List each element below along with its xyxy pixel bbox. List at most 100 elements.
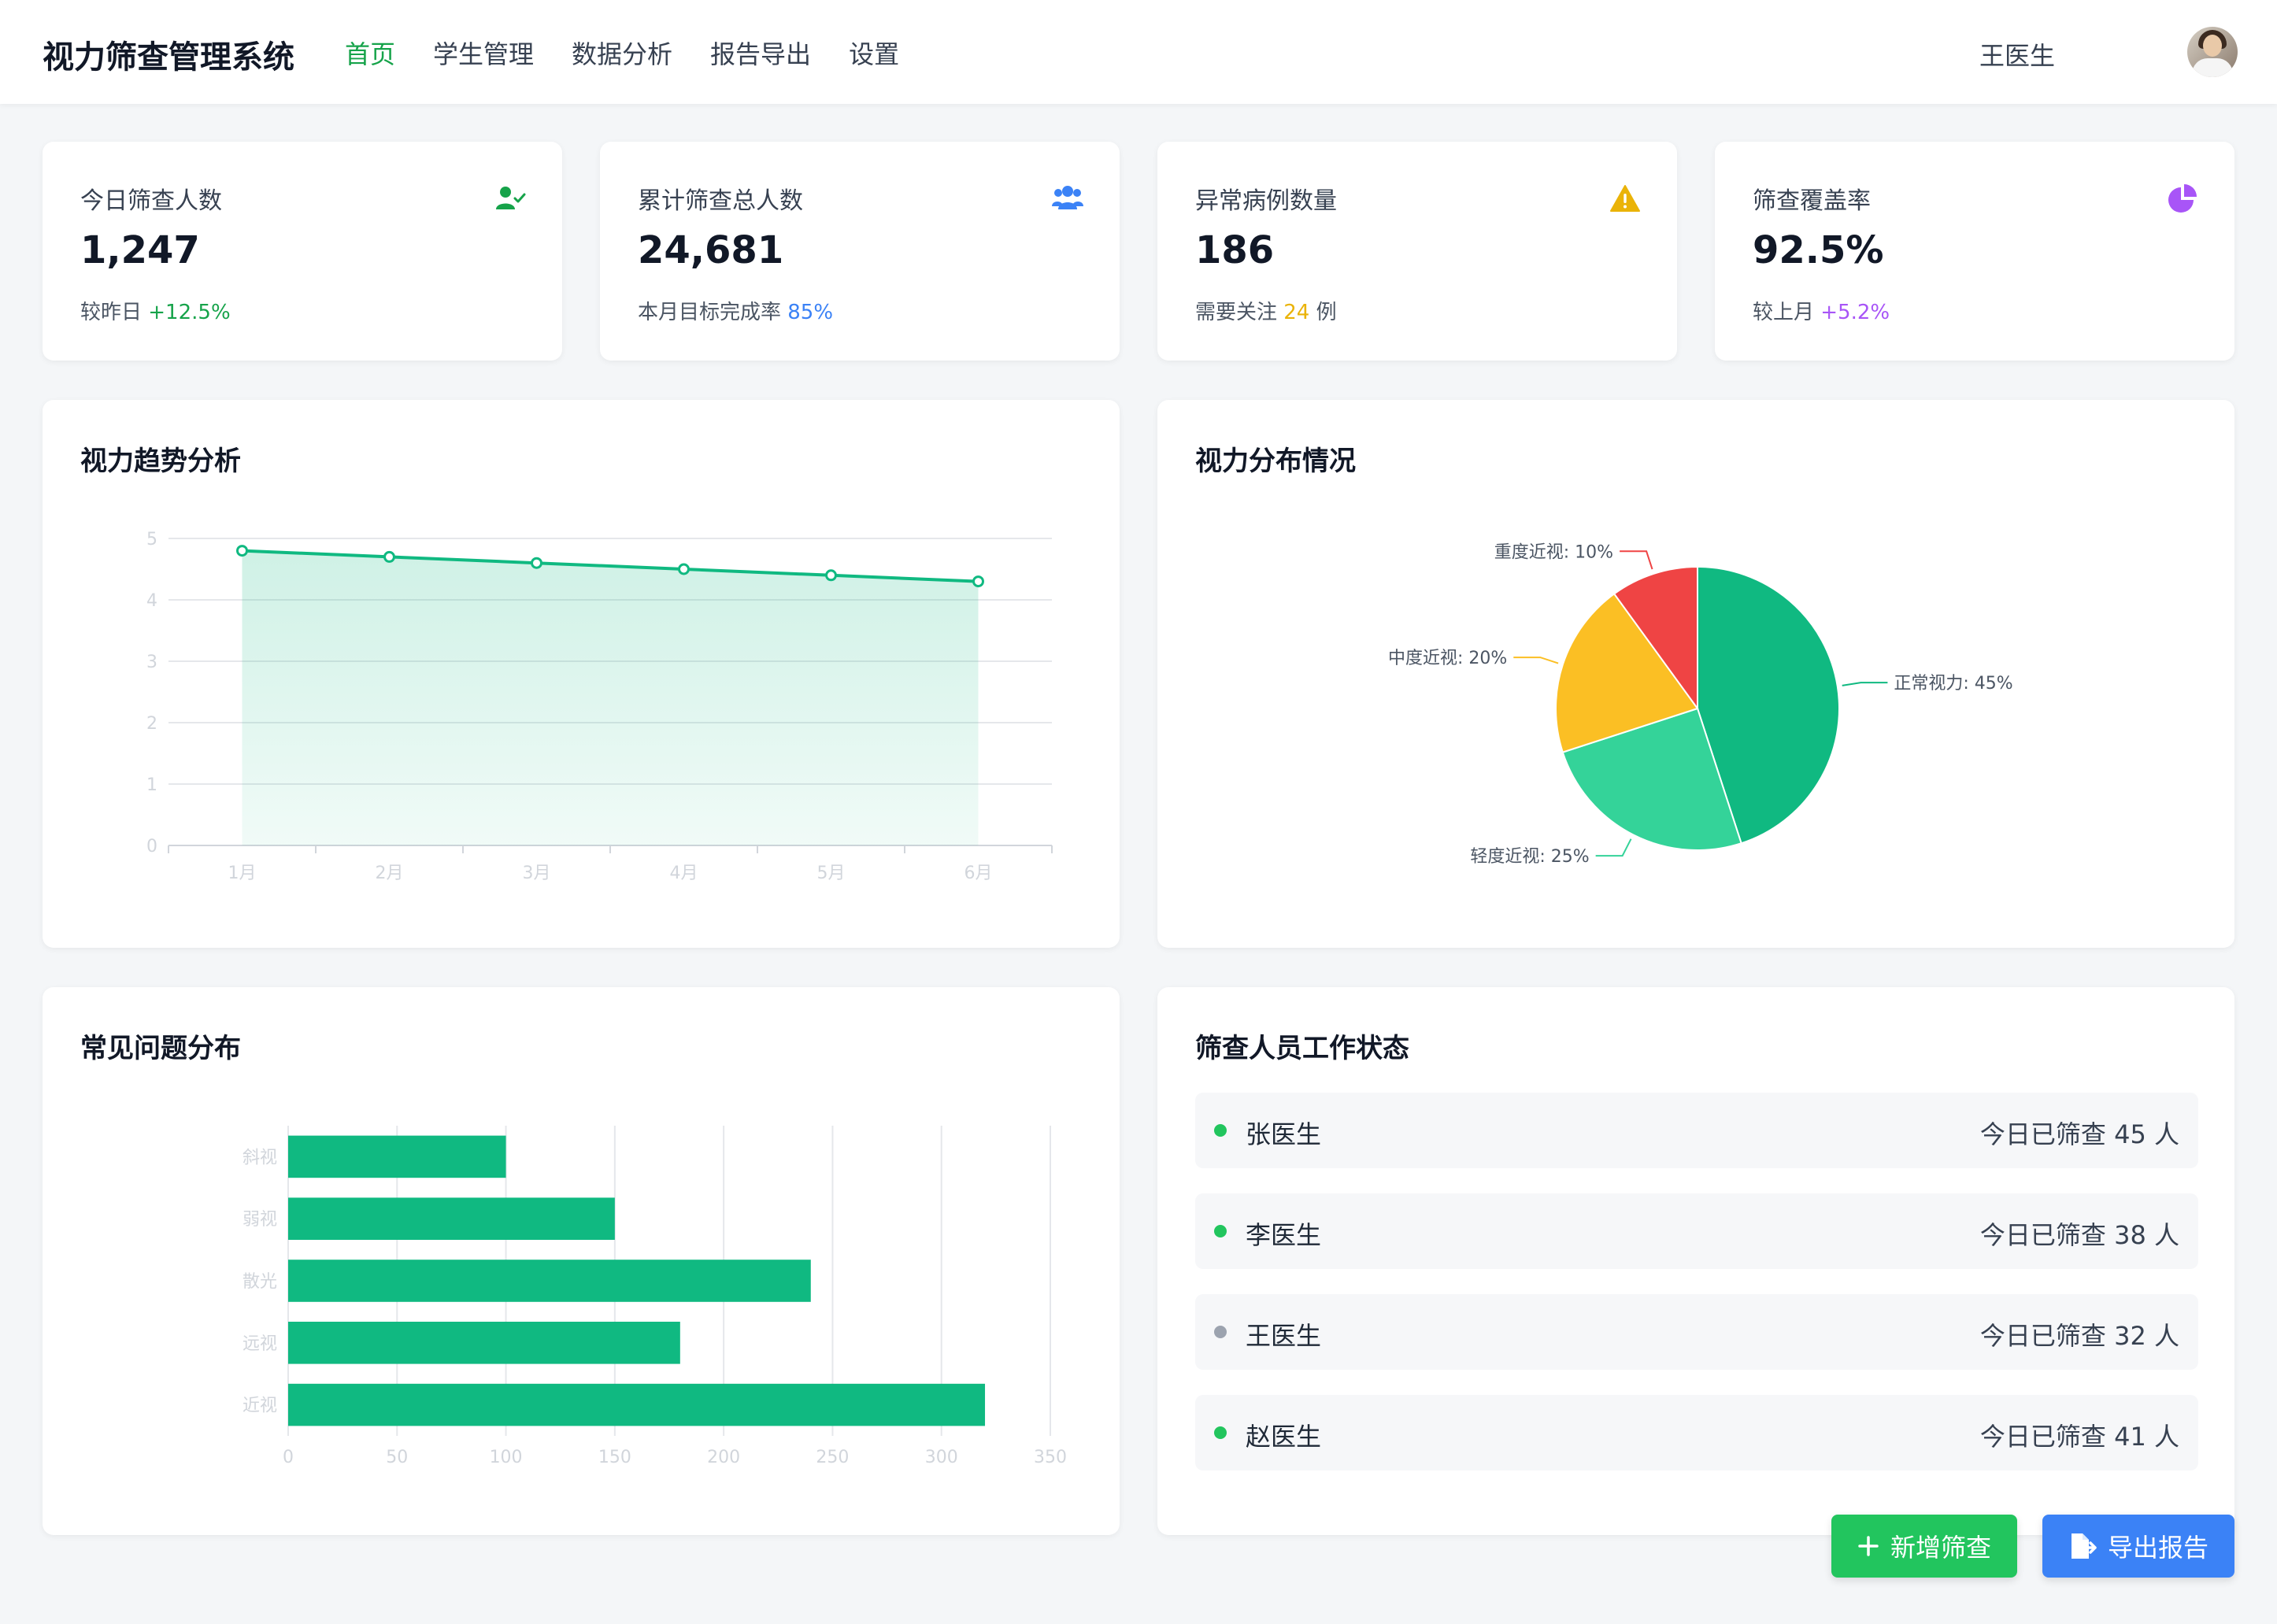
nav-item-home[interactable]: 首页: [345, 39, 396, 69]
trend-point: [825, 569, 837, 582]
main-nav: 首页 学生管理 数据分析 报告导出 设置: [345, 35, 937, 71]
pie-label: 轻度近视: 25%: [1470, 847, 1589, 867]
trend-area: [242, 550, 979, 845]
card-title: 视力趋势分析: [80, 446, 241, 477]
stat-sub: 较上月 +5.2%: [1753, 301, 1890, 324]
issue-bar: [288, 1135, 506, 1178]
staff-count: 今日已筛查 32 人: [1979, 1321, 2179, 1351]
y-tick-label: 散光: [243, 1272, 277, 1292]
staff-count: 今日已筛查 45 人: [1979, 1119, 2179, 1149]
card-title: 视力分布情况: [1195, 446, 1356, 477]
nav-item-analysis[interactable]: 数据分析: [572, 39, 673, 69]
stat-sub: 较昨日 +12.5%: [80, 301, 231, 324]
y-tick-label: 4: [146, 591, 157, 611]
x-tick-label: 200: [707, 1448, 740, 1467]
status-dot: [1214, 1124, 1227, 1137]
status-dot: [1214, 1426, 1227, 1439]
issue-bar: [288, 1322, 680, 1364]
trend-point: [236, 545, 248, 557]
distribution-chart-card: 视力分布情况 正常视力: 45% 轻度近视: 25% 中度近视: 20% 重度近视: …: [1157, 400, 2234, 948]
y-tick-label: 5: [146, 530, 157, 549]
x-tick-label: 300: [925, 1448, 958, 1467]
stat-value: 1,247: [80, 228, 200, 272]
trend-point: [678, 563, 690, 575]
x-tick-label: 5月: [817, 864, 846, 883]
staff-row[interactable]: 赵医生 今日已筛查 41 人: [1195, 1395, 2198, 1470]
nav-item-settings[interactable]: 设置: [849, 39, 900, 69]
staff-name: 李医生: [1246, 1220, 1322, 1250]
card-title: 筛查人员工作状态: [1195, 1033, 1409, 1064]
staff-count: 今日已筛查 41 人: [1979, 1422, 2179, 1452]
app-title: 视力筛查管理系统: [43, 39, 294, 76]
pie-leader-line: [1620, 550, 1653, 570]
top-navbar: 视力筛查管理系统 首页 学生管理 数据分析 报告导出 设置 王医生: [0, 0, 2277, 104]
y-tick-label: 弱视: [243, 1210, 277, 1230]
warning-icon: [1610, 185, 1640, 212]
trend-point: [383, 550, 395, 563]
pie-slice: [1612, 565, 1698, 712]
y-tick-label: 0: [146, 837, 157, 856]
issue-bar: [288, 1383, 986, 1426]
stat-label: 累计筛查总人数: [638, 187, 803, 215]
y-tick-label: 2: [146, 714, 157, 734]
avatar[interactable]: [2187, 27, 2238, 77]
pie-slice: [1555, 592, 1699, 753]
x-tick-label: 150: [598, 1448, 631, 1467]
pie-label: 中度近视: 20%: [1388, 649, 1507, 668]
y-tick-label: 近视: [243, 1396, 277, 1416]
stat-sub: 本月目标完成率 85%: [638, 301, 834, 324]
y-tick-label: 斜视: [243, 1148, 277, 1167]
staff-row[interactable]: 李医生 今日已筛查 38 人: [1195, 1193, 2198, 1269]
pie-chart-icon: [2168, 184, 2197, 213]
staff-count: 今日已筛查 38 人: [1979, 1220, 2179, 1250]
issue-bar: [288, 1260, 811, 1302]
stat-value: 186: [1195, 228, 1275, 272]
pie-slice: [1561, 707, 1742, 851]
add-screening-label: 新增筛查: [1890, 1533, 1991, 1563]
staff-row[interactable]: 张医生 今日已筛查 45 人: [1195, 1093, 2198, 1168]
issues-chart-card: 常见问题分布 0 50 100 150 200 250 300 350 近视 远视 散光 弱视 斜视: [43, 987, 1120, 1535]
users-icon: [1052, 186, 1083, 209]
stat-card-today: 今日筛查人数 1,247 较昨日 +12.5%: [43, 142, 562, 361]
stat-card-coverage: 筛查覆盖率 92.5% 较上月 +5.2%: [1715, 142, 2234, 361]
staff-name: 张医生: [1246, 1119, 1322, 1149]
pie-leader-line: [1513, 657, 1559, 664]
x-tick-label: 2月: [376, 864, 404, 883]
staff-name: 王医生: [1246, 1321, 1322, 1351]
x-tick-label: 250: [816, 1448, 849, 1467]
trend-chart: 0 1 2 3 4 5 1月 2月 3月 4月 5月 6月: [146, 530, 1053, 883]
y-tick-label: 3: [146, 653, 157, 672]
x-tick-label: 100: [490, 1448, 523, 1467]
stat-card-total: 累计筛查总人数 24,681 本月目标完成率 85%: [600, 142, 1120, 361]
status-dot: [1214, 1326, 1227, 1338]
stat-label: 筛查覆盖率: [1753, 187, 1871, 215]
x-tick-label: 3月: [523, 864, 551, 883]
distribution-pie-chart: 正常视力: 45% 轻度近视: 25% 中度近视: 20% 重度近视: 10%: [1388, 542, 2013, 867]
x-tick-label: 50: [386, 1448, 408, 1467]
pie-label: 重度近视: 10%: [1494, 542, 1613, 562]
issue-bar: [288, 1197, 615, 1240]
y-tick-label: 远视: [243, 1334, 277, 1354]
current-user-name[interactable]: 王医生: [1979, 41, 2055, 71]
staff-status-card: 筛查人员工作状态 张医生 今日已筛查 45 人 李医生 今日已筛查 38 人 王…: [1157, 987, 2234, 1535]
staff-row[interactable]: 王医生 今日已筛查 32 人: [1195, 1294, 2198, 1370]
stat-sub: 需要关注 24 例: [1195, 301, 1337, 324]
issues-bar-chart: 0 50 100 150 200 250 300 350 近视 远视 散光 弱视 斜视: [243, 1126, 1067, 1467]
export-report-button[interactable]: 导出报告: [2042, 1515, 2234, 1578]
card-title: 常见问题分布: [80, 1033, 241, 1064]
plus-icon: [1858, 1536, 1879, 1556]
stat-value: 92.5%: [1753, 228, 1884, 272]
file-export-icon: [2071, 1533, 2097, 1559]
trend-point: [531, 557, 542, 569]
stat-card-abnormal: 异常病例数量 186 需要关注 24 例: [1157, 142, 1677, 361]
stat-value: 24,681: [638, 228, 784, 272]
nav-item-students[interactable]: 学生管理: [433, 39, 535, 69]
x-tick-label: 6月: [964, 864, 993, 883]
pie-slice: [1697, 565, 1840, 845]
add-screening-button[interactable]: 新增筛查: [1831, 1515, 2017, 1578]
x-tick-label: 1月: [228, 864, 257, 883]
trend-point: [972, 575, 984, 588]
nav-item-reports[interactable]: 报告导出: [710, 39, 812, 69]
x-tick-label: 0: [283, 1448, 294, 1467]
user-check-icon: [496, 187, 526, 209]
